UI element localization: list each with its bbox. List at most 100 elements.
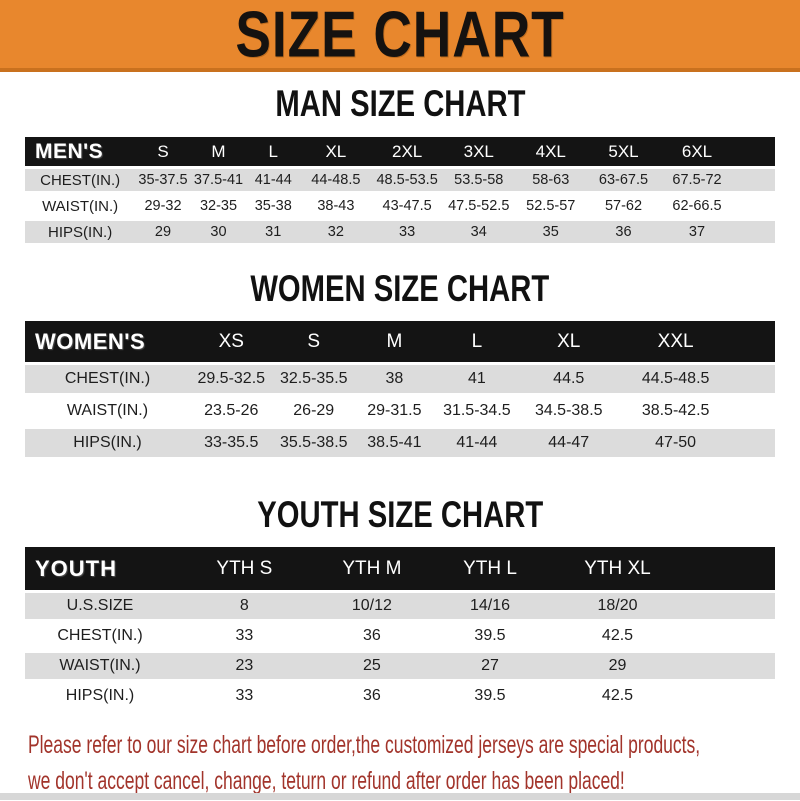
men-header-row: MEN'S S M L XL 2XL 3XL 4XL 5XL 6XL <box>25 137 775 166</box>
table-row: HIPS(IN.) 29 30 31 32 33 34 35 36 37 <box>25 221 775 243</box>
men-corner-label: MEN'S <box>35 139 104 163</box>
column-header: 4XL <box>535 141 566 161</box>
section-heading-men: MAN SIZE CHART <box>0 82 800 124</box>
cell: 41-44 <box>254 172 292 188</box>
cell: 44-47 <box>548 434 590 451</box>
cell: 32.5-35.5 <box>279 370 348 387</box>
column-header: YTH XL <box>584 557 651 579</box>
cell: 36 <box>362 627 381 644</box>
cell: 32 <box>327 224 344 240</box>
cell: 29 <box>154 224 172 240</box>
cell: 44.5 <box>553 370 585 387</box>
column-header: 3XL <box>463 141 494 161</box>
cell: 63-67.5 <box>598 172 649 188</box>
row-label: CHEST(IN.) <box>40 171 121 189</box>
column-header: L <box>268 141 278 161</box>
disclaimer-line-2: we don't accept cancel, change, teturn o… <box>28 767 625 795</box>
cell: 27 <box>481 657 499 674</box>
bottom-edge-strip <box>0 793 800 800</box>
cell: 35-38 <box>254 198 292 214</box>
cell: 14/16 <box>469 597 511 614</box>
cell: 26-29 <box>293 402 335 419</box>
cell: 29.5-32.5 <box>197 370 266 387</box>
column-header: XXL <box>657 330 694 352</box>
disclaimer: Please refer to our size chart before or… <box>0 729 800 801</box>
table-row: HIPS(IN.) 33-35.5 35.5-38.5 38.5-41 41-4… <box>25 429 775 457</box>
row-label: HIPS(IN.) <box>48 223 113 241</box>
cell: 38-43 <box>317 198 355 214</box>
cell: 33 <box>235 687 254 704</box>
column-header: XL <box>325 141 347 161</box>
cell: 48.5-53.5 <box>376 172 438 188</box>
youth-header-row: YOUTH YTH S YTH M YTH L YTH XL <box>25 547 775 590</box>
cell: 33 <box>399 224 416 240</box>
table-row: CHEST(IN.) 29.5-32.5 32.5-35.5 38 41 44.… <box>25 365 775 393</box>
cell: 29-32 <box>144 198 182 214</box>
column-header: S <box>307 330 321 352</box>
column-header: YTH L <box>463 557 517 579</box>
women-header-row: WOMEN'S XS S M L XL XXL <box>25 321 775 362</box>
cell: 58-63 <box>532 172 570 188</box>
column-header: M <box>386 330 403 352</box>
cell: 33 <box>235 627 254 644</box>
cell: 53.5-58 <box>454 172 504 188</box>
section-heading-women: WOMEN SIZE CHART <box>0 268 800 309</box>
cell: 67.5-72 <box>672 172 722 188</box>
youth-size-table: YOUTH YTH S YTH M YTH L YTH XL U.S.SIZE … <box>25 547 775 709</box>
cell: 34 <box>470 224 487 240</box>
cell: 39.5 <box>474 687 506 704</box>
disclaimer-line-1: Please refer to our size chart before or… <box>28 731 701 759</box>
size-chart-banner: SIZE CHART <box>0 0 800 72</box>
cell: 34.5-38.5 <box>534 402 603 419</box>
cell: 39.5 <box>474 627 506 644</box>
row-label: CHEST(IN.) <box>57 627 143 644</box>
table-row: CHEST(IN.) 35-37.5 37.5-41 41-44 44-48.5… <box>25 169 775 191</box>
cell: 47.5-52.5 <box>448 198 510 214</box>
row-label: U.S.SIZE <box>66 597 134 614</box>
row-label: HIPS(IN.) <box>65 687 135 704</box>
cell: 31.5-34.5 <box>443 402 511 419</box>
cell: 29 <box>608 657 627 674</box>
women-corner-label: WOMEN'S <box>35 328 146 354</box>
cell: 31 <box>265 224 282 240</box>
cell: 62-66.5 <box>672 198 722 214</box>
column-header: 6XL <box>681 141 713 161</box>
cell: 41-44 <box>456 434 498 451</box>
cell: 47-50 <box>655 434 697 451</box>
cell: 37.5-41 <box>193 172 244 188</box>
cell: 37 <box>688 224 706 240</box>
youth-corner-label: YOUTH <box>35 555 117 581</box>
cell: 41 <box>467 370 486 387</box>
cell: 42.5 <box>601 687 634 704</box>
row-label: WAIST(IN.) <box>66 402 149 419</box>
table-row: WAIST(IN.) 23.5-26 26-29 29-31.5 31.5-34… <box>25 397 775 425</box>
column-header: S <box>157 141 169 161</box>
row-label: CHEST(IN.) <box>64 370 151 387</box>
cell: 38.5-41 <box>367 434 422 451</box>
cell: 52.5-57 <box>526 198 576 214</box>
women-size-table: WOMEN'S XS S M L XL XXL CHEST(IN.) 29.5-… <box>25 321 775 457</box>
cell: 23.5-26 <box>204 402 259 419</box>
cell: 35 <box>542 224 559 240</box>
cell: 25 <box>362 657 381 674</box>
cell: 38 <box>385 370 404 387</box>
cell: 44-48.5 <box>311 172 361 188</box>
column-header: XS <box>218 330 244 352</box>
cell: 18/20 <box>597 597 638 614</box>
table-row: HIPS(IN.) 33 36 39.5 42.5 <box>25 683 775 709</box>
table-row: WAIST(IN.) 29-32 32-35 35-38 38-43 43-47… <box>25 195 775 217</box>
men-heading-text: MAN SIZE CHART <box>274 82 526 124</box>
table-row: WAIST(IN.) 23 25 27 29 <box>25 653 775 679</box>
row-label: WAIST(IN.) <box>42 197 119 215</box>
table-row: U.S.SIZE 8 10/12 14/16 18/20 <box>25 593 775 619</box>
cell: 23 <box>235 657 254 674</box>
men-size-table: MEN'S S M L XL 2XL 3XL 4XL 5XL 6XL CHEST… <box>25 137 775 243</box>
banner-title: SIZE CHART <box>235 0 565 71</box>
column-header: 5XL <box>608 141 639 161</box>
table-row: CHEST(IN.) 33 36 39.5 42.5 <box>25 623 775 649</box>
cell: 32-35 <box>199 198 238 214</box>
cell: 42.5 <box>601 627 634 644</box>
section-heading-youth: YOUTH SIZE CHART <box>0 494 800 535</box>
cell: 36 <box>362 687 381 704</box>
column-header: M <box>211 141 226 161</box>
